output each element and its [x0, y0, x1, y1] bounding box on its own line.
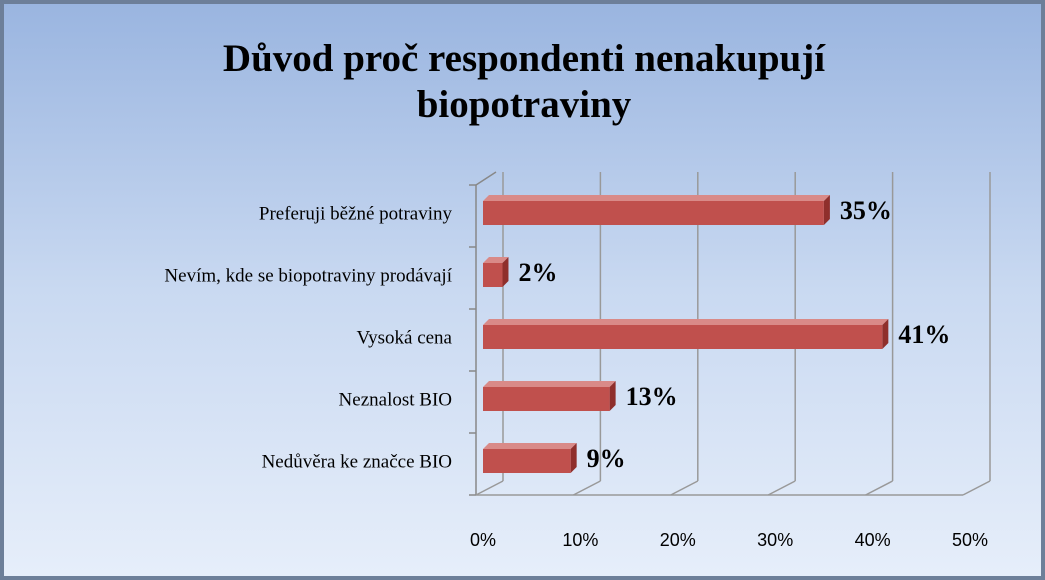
x-tick-label: 30%	[757, 530, 793, 550]
bar-top	[483, 443, 577, 449]
x-tick-label: 0%	[470, 530, 496, 550]
x-tick-label: 40%	[855, 530, 891, 550]
bar	[483, 325, 883, 349]
bar-top	[483, 257, 509, 263]
grid-floor	[475, 480, 504, 496]
x-tick-label: 10%	[562, 530, 598, 550]
data-label: 35%	[840, 196, 892, 225]
bar-side	[609, 381, 616, 411]
bar	[483, 449, 571, 473]
y-tick-label: Preferuji běžné potraviny	[259, 203, 453, 224]
y-tick-label: Neznalost BIO	[339, 389, 452, 410]
bar	[483, 263, 503, 287]
bar-side	[882, 319, 889, 349]
bar-top	[483, 195, 830, 201]
data-label: 41%	[898, 320, 950, 349]
bar-top	[483, 381, 616, 387]
chart-title: Důvod proč respondenti nenakupují biopot…	[222, 37, 826, 126]
y-tick-label: Vysoká cena	[357, 327, 453, 348]
y-axis-back	[475, 171, 497, 186]
data-label: 13%	[626, 382, 678, 411]
bar	[483, 201, 824, 225]
grid-floor	[767, 480, 796, 496]
grid-floor	[865, 480, 893, 496]
bar	[483, 387, 610, 411]
y-tick-label: Nedůvěra ke značce BIO	[262, 451, 452, 472]
grid-floor	[962, 480, 991, 496]
grid-floor	[670, 480, 699, 496]
x-tick-label: 20%	[660, 530, 696, 550]
y-tick-label: Nevím, kde se biopotraviny prodávají	[164, 265, 452, 286]
bar-top	[483, 319, 889, 325]
x-tick-label: 50%	[952, 530, 988, 550]
bar-side	[823, 195, 830, 225]
data-label: 2%	[518, 258, 557, 287]
data-label: 9%	[587, 444, 626, 473]
bar-side	[502, 257, 509, 287]
bar-side	[570, 443, 577, 473]
grid-floor	[573, 480, 601, 496]
